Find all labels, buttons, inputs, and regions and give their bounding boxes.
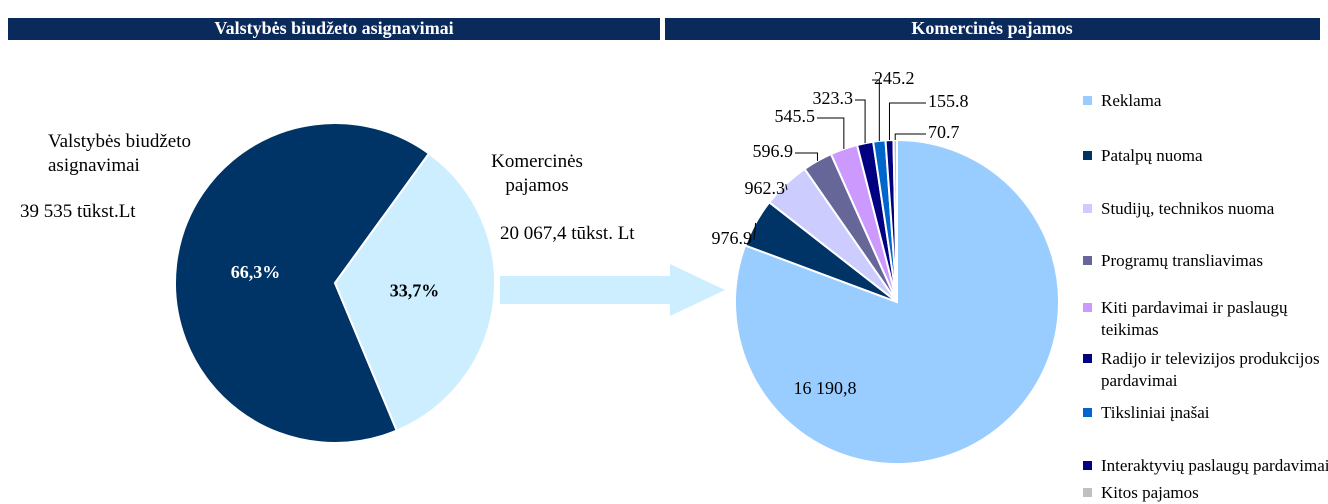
legend-swatch bbox=[1083, 461, 1092, 470]
pie-slice bbox=[892, 138, 898, 303]
legend-swatch bbox=[1083, 204, 1092, 213]
legend-item: Programų transliavimas bbox=[1083, 250, 1328, 272]
legend-label: Interaktyvių paslaugų pardavimai bbox=[1101, 456, 1328, 475]
pie-slice bbox=[174, 122, 431, 444]
legend-label: Tiksliniai įnašai bbox=[1101, 403, 1210, 422]
category-label: Valstybės biudžeto asignavimai bbox=[48, 131, 192, 176]
legend-swatch bbox=[1083, 488, 1092, 497]
legend-label: Programų transliavimas bbox=[1101, 251, 1263, 270]
legend-label: Kiti pardavimai ir paslaugų teikimas bbox=[1101, 298, 1288, 339]
legend-item: Interaktyvių paslaugų pardavimai bbox=[1083, 455, 1328, 477]
chart-title: Valstybės biudžeto asignavimai bbox=[214, 18, 453, 38]
data-label: 155.8 bbox=[928, 91, 969, 111]
pie-slice bbox=[333, 152, 496, 432]
data-label: 962.3 bbox=[745, 178, 786, 198]
data-label: 545.5 bbox=[775, 106, 816, 126]
annotation: 20 067,4 tūkst. Lt bbox=[500, 223, 635, 244]
leader-line bbox=[872, 79, 880, 141]
legend-label: Reklama bbox=[1101, 91, 1162, 110]
data-label: 70.7 bbox=[928, 122, 960, 142]
legend-swatch bbox=[1083, 303, 1092, 312]
leader-line bbox=[785, 184, 788, 191]
data-label: 323.3 bbox=[813, 88, 854, 108]
leader-line bbox=[888, 102, 926, 141]
chart-title: Komercinės pajamos bbox=[911, 18, 1072, 38]
legend-item: Kiti pardavimai ir paslaugų teikimas bbox=[1083, 297, 1328, 341]
legend-swatch bbox=[1083, 408, 1092, 417]
data-label: 16 190,8 bbox=[794, 378, 857, 398]
header-bar bbox=[8, 18, 660, 40]
leader-line bbox=[894, 133, 926, 141]
data-label: 245.2 bbox=[874, 68, 915, 88]
legend-item: Kitos pajamos bbox=[1083, 482, 1328, 504]
leader-line bbox=[795, 152, 818, 161]
legend-swatch bbox=[1083, 256, 1092, 265]
legend-swatch bbox=[1083, 96, 1092, 105]
data-label: 976.9 bbox=[712, 228, 753, 248]
header-bar bbox=[665, 18, 1320, 40]
data-label: 33,7% bbox=[390, 280, 440, 300]
legend-label: Patalpų nuoma bbox=[1101, 146, 1203, 165]
data-label: 596.9 bbox=[753, 141, 794, 161]
leader-line bbox=[855, 99, 866, 144]
legend-label: Kitos pajamos bbox=[1101, 483, 1199, 502]
leader-line bbox=[817, 117, 845, 149]
legend-item: Reklama bbox=[1083, 90, 1328, 112]
category-label: Komercinės pajamos bbox=[491, 151, 583, 196]
legend-label: Studijų, technikos nuoma bbox=[1101, 199, 1275, 218]
legend-swatch bbox=[1083, 151, 1092, 160]
arrow bbox=[500, 264, 725, 316]
legend-item: Studijų, technikos nuoma bbox=[1083, 198, 1328, 220]
legend-item: Patalpų nuoma bbox=[1083, 145, 1328, 167]
legend-item: Tiksliniai įnašai bbox=[1083, 402, 1328, 424]
data-label: 66,3% bbox=[231, 262, 281, 282]
leader-line bbox=[753, 222, 757, 241]
annotation: 39 535 tūkst.Lt bbox=[20, 201, 136, 222]
legend-swatch bbox=[1083, 354, 1092, 363]
legend-item: Radijo ir televizijos produkcijos pardav… bbox=[1083, 348, 1328, 392]
legend-label: Radijo ir televizijos produkcijos pardav… bbox=[1101, 349, 1320, 390]
